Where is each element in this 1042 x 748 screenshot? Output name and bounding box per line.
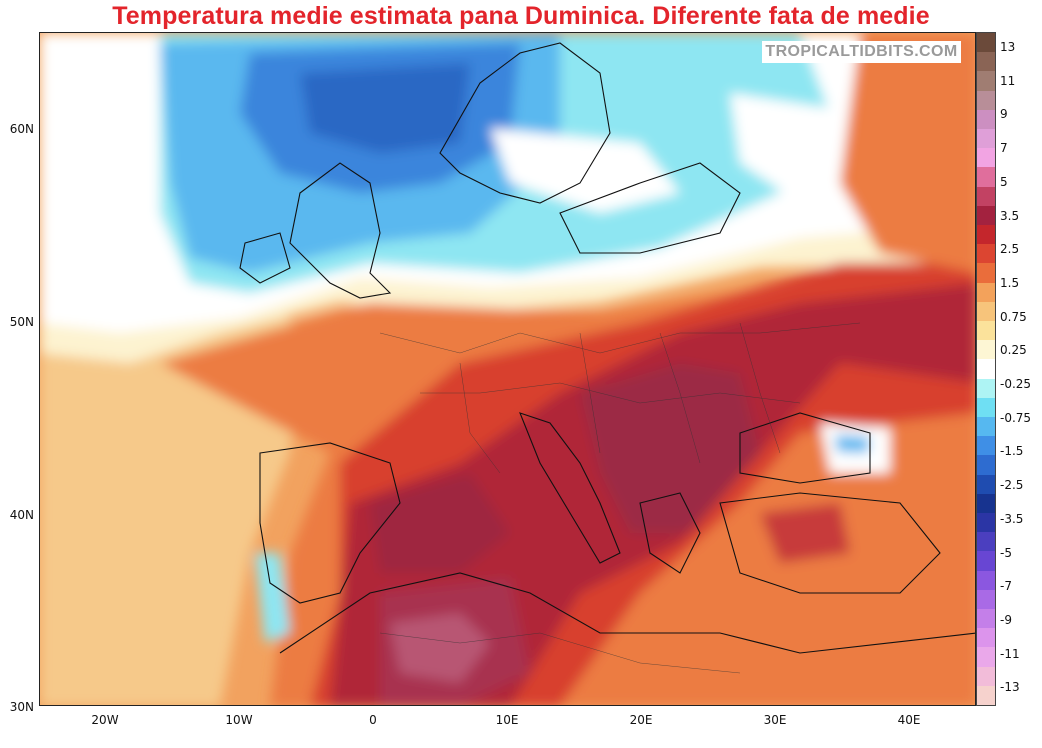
- colorbar-swatch: [977, 647, 995, 668]
- colorbar-label: -7: [1000, 579, 1012, 594]
- lat-label-50n: 50N: [9, 315, 34, 329]
- temperature-anomaly-map: TROPICALTIDBITS.COM: [39, 32, 976, 706]
- lon-label-10w: 10W: [225, 713, 253, 727]
- anatolia-coast: [719, 492, 941, 594]
- colorbar-label: 9: [1000, 107, 1008, 122]
- colorbar-label: 1.5: [1000, 275, 1020, 290]
- colorbar-swatch: [977, 263, 995, 284]
- baltic-coast: [559, 162, 741, 254]
- colorbar-swatch: [977, 301, 995, 322]
- northeast-orange: [840, 33, 975, 273]
- colorbar: [976, 32, 996, 706]
- colorbar-swatch: [977, 321, 995, 341]
- colorbar-swatch: [977, 359, 995, 380]
- iberia-coast-cool: [255, 553, 290, 643]
- lat-label-30n: 30N: [9, 700, 34, 714]
- warm-maroon-core: [580, 363, 760, 533]
- anatolia-red-spot: [760, 503, 850, 563]
- lon-label-20w: 20W: [91, 713, 119, 727]
- colorbar-swatch: [977, 570, 995, 591]
- colorbar-swatch: [977, 493, 995, 514]
- colorbar-swatch: [977, 551, 995, 572]
- ireland-coast: [239, 232, 291, 284]
- lon-label-40e: 40E: [897, 713, 921, 727]
- colorbar-swatch: [977, 532, 995, 552]
- italy-coast: [519, 412, 621, 564]
- colorbar-swatch: [977, 340, 995, 360]
- colorbar-swatch: [977, 436, 995, 456]
- africa-coast: [279, 572, 975, 654]
- colorbar-label: -3.5: [1000, 511, 1024, 526]
- colorbar-label: 11: [1000, 73, 1016, 88]
- colorbar-swatch: [977, 609, 995, 629]
- colorbar-swatch: [977, 244, 995, 264]
- colorbar-label: -11: [1000, 646, 1020, 661]
- colorbar-swatch: [977, 205, 995, 226]
- colorbar-swatch: [977, 186, 995, 207]
- lat-label-60n: 60N: [9, 122, 34, 136]
- colorbar-swatch: [977, 129, 995, 149]
- colorbar-swatch: [977, 148, 995, 168]
- black-sea-coast: [739, 412, 871, 484]
- lat-label-40n: 40N: [9, 508, 34, 522]
- warm-maroon-iberia: [370, 473, 510, 573]
- iberia-coast: [259, 442, 401, 604]
- colorbar-swatch: [977, 282, 995, 303]
- coastlines: [239, 42, 975, 654]
- colorbar-swatch: [977, 685, 995, 706]
- colorbar-swatch: [977, 513, 995, 533]
- colorbar-swatch: [977, 628, 995, 648]
- colorbar-label: -0.75: [1000, 410, 1032, 425]
- colorbar-swatch: [977, 90, 995, 111]
- colorbar-label: -1.5: [1000, 444, 1024, 459]
- colorbar-swatch: [977, 474, 995, 495]
- colorbar-swatch: [977, 397, 995, 418]
- colorbar-label: 13: [1000, 40, 1016, 54]
- lon-label-30e: 30E: [763, 713, 787, 727]
- colorbar-label: -13: [1000, 680, 1020, 695]
- watermark: TROPICALTIDBITS.COM: [762, 41, 961, 63]
- colorbar-swatch: [977, 109, 995, 130]
- colorbar-label: 3.5: [1000, 208, 1020, 223]
- colorbar-swatch: [977, 417, 995, 437]
- colorbar-label: 2.5: [1000, 242, 1020, 257]
- lon-label-10e: 10E: [495, 713, 519, 727]
- lon-label-20e: 20E: [629, 713, 653, 727]
- colorbar-label: -5: [1000, 545, 1012, 560]
- caspian-blue-spot: [835, 435, 870, 453]
- warm-pink-africa: [390, 613, 490, 683]
- colorbar-swatch: [977, 378, 995, 399]
- colorbar-swatch: [977, 666, 995, 687]
- colorbar-label: 5: [1000, 174, 1008, 189]
- colorbar-swatch: [977, 71, 995, 92]
- borders: [379, 322, 861, 674]
- cool-darkblue-core: [300, 63, 470, 153]
- colorbar-swatch: [977, 167, 995, 188]
- map-title: Temperatura medie estimata pana Duminica…: [112, 2, 930, 30]
- colorbar-swatch: [977, 589, 995, 610]
- colorbar-swatch: [977, 455, 995, 476]
- colorbar-label: -2.5: [1000, 478, 1024, 493]
- lon-label-0: 0: [369, 713, 377, 727]
- colorbar-label: 7: [1000, 141, 1008, 156]
- british-isles-coast: [289, 162, 392, 299]
- scandinavia-white: [490, 128, 680, 213]
- colorbar-label: 0.75: [1000, 309, 1027, 324]
- colorbar-swatch: [977, 52, 995, 72]
- colorbar-label: -9: [1000, 612, 1012, 627]
- east-north-white: [730, 93, 870, 203]
- scandinavia-coast: [439, 42, 611, 204]
- colorbar-swatch: [977, 33, 995, 53]
- greece-coast: [639, 492, 701, 574]
- colorbar-swatch: [977, 225, 995, 245]
- colorbar-label: 0.25: [1000, 343, 1027, 358]
- colorbar-label: -0.25: [1000, 377, 1032, 391]
